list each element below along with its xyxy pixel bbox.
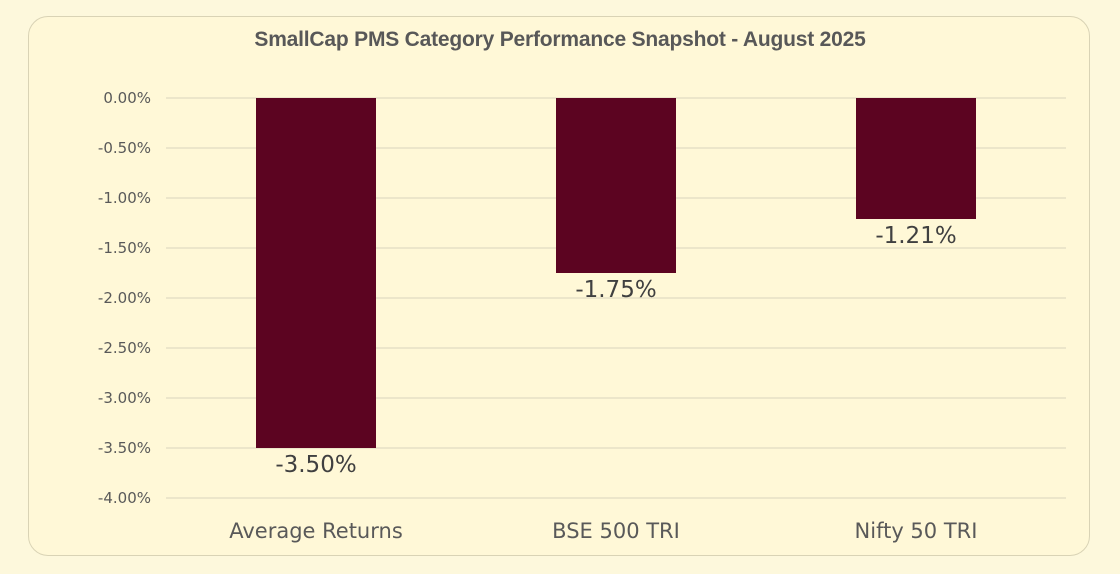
y-tick-label: -2.50%	[98, 339, 151, 357]
bar	[856, 98, 976, 219]
y-tick-label: -1.50%	[98, 239, 151, 257]
bar	[256, 98, 376, 448]
y-tick-label: -0.50%	[98, 139, 151, 157]
y-tick-label: -3.00%	[98, 389, 151, 407]
x-axis-categories: Average Returns BSE 500 TRI Nifty 50 TRI	[229, 519, 977, 543]
data-label: -1.21%	[875, 223, 956, 249]
data-label: -3.50%	[275, 452, 356, 478]
y-tick-label: -2.00%	[98, 289, 151, 307]
data-label: -1.75%	[575, 277, 656, 303]
y-tick-label: 0.00%	[103, 89, 151, 107]
x-category-label: Average Returns	[229, 519, 403, 543]
y-tick-label: -4.00%	[98, 489, 151, 507]
y-tick-label: -1.00%	[98, 189, 151, 207]
y-tick-label: -3.50%	[98, 439, 151, 457]
x-category-label: BSE 500 TRI	[552, 519, 680, 543]
data-labels: -3.50% -1.75% -1.21%	[275, 223, 956, 478]
bar	[556, 98, 676, 273]
bars	[256, 98, 976, 448]
chart-title: SmallCap PMS Category Performance Snapsh…	[254, 28, 866, 51]
x-category-label: Nifty 50 TRI	[855, 519, 978, 543]
y-axis-ticks: 0.00% -0.50% -1.00% -1.50% -2.00% -2.50% -3.00…	[98, 89, 151, 507]
